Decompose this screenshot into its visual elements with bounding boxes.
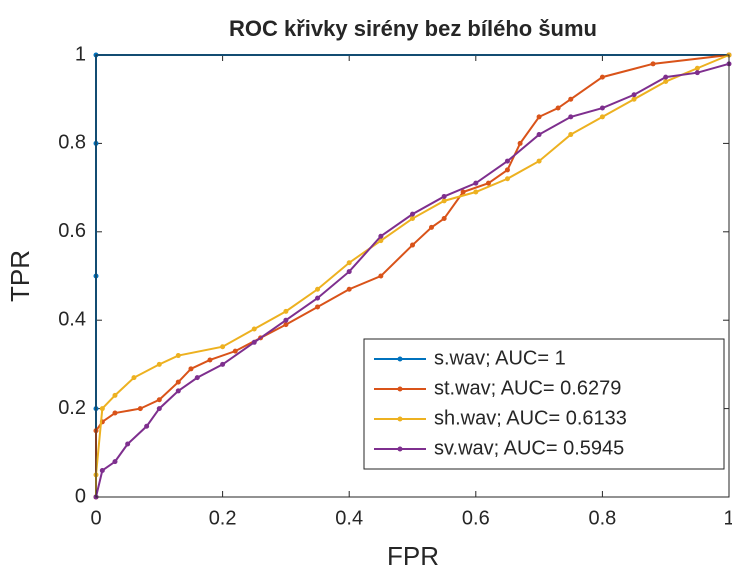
point-marker — [175, 353, 181, 359]
x-tick-label: 0.4 — [335, 507, 363, 529]
point-marker — [694, 65, 700, 71]
point-marker — [410, 216, 415, 222]
point-marker — [251, 339, 257, 345]
x-axis-label: FPR — [387, 541, 439, 571]
legend-marker — [397, 386, 403, 392]
legend-label: sh.wav; AUC= 0.6133 — [434, 407, 627, 429]
point-marker — [504, 158, 510, 164]
x-tick-label: 1 — [723, 507, 732, 529]
x-tick-label: 0.2 — [209, 507, 237, 529]
point-marker — [283, 317, 289, 323]
point-marker — [207, 357, 213, 363]
point-marker — [251, 326, 257, 332]
point-marker — [144, 423, 150, 429]
point-marker — [175, 379, 181, 385]
point-marker — [663, 79, 669, 85]
point-marker — [650, 61, 656, 67]
roc-line — [95, 54, 730, 497]
point-marker — [485, 180, 491, 186]
point-marker — [315, 286, 321, 292]
point-marker — [194, 375, 200, 381]
point-marker — [536, 114, 542, 120]
point-marker — [220, 344, 226, 350]
point-marker — [410, 211, 415, 217]
point-marker — [156, 397, 162, 403]
y-tick-label: 0.8 — [58, 132, 86, 154]
point-marker — [568, 114, 574, 120]
point-marker — [220, 361, 226, 367]
point-marker — [112, 459, 118, 465]
point-marker — [428, 224, 434, 230]
chart-title: ROC křivky sirény bez bílého šumu — [229, 16, 597, 41]
point-marker — [599, 105, 605, 111]
point-marker — [99, 406, 105, 412]
y-tick-label: 0.2 — [58, 397, 86, 419]
point-marker — [663, 74, 669, 80]
point-marker — [631, 92, 637, 98]
point-marker — [473, 189, 479, 195]
point-marker — [112, 392, 118, 398]
point-marker — [555, 105, 561, 111]
y-tick-label: 0 — [75, 485, 86, 507]
point-marker — [283, 322, 289, 328]
point-marker — [156, 406, 162, 412]
point-marker — [473, 180, 479, 186]
point-marker — [441, 216, 447, 222]
point-marker — [536, 158, 542, 164]
point-marker — [232, 348, 238, 354]
point-marker — [188, 366, 194, 372]
legend-label: st.wav; AUC= 0.6279 — [434, 377, 621, 399]
point-marker — [517, 140, 523, 146]
point-marker — [131, 375, 137, 381]
legend-box — [363, 338, 725, 470]
y-tick-label: 0.6 — [58, 220, 86, 242]
point-marker — [283, 308, 289, 314]
roc-line — [95, 54, 730, 497]
point-marker — [346, 269, 352, 275]
point-marker — [125, 441, 131, 447]
point-marker — [599, 114, 605, 120]
x-tick-label: 0.8 — [588, 507, 616, 529]
point-marker — [599, 74, 605, 80]
point-marker — [112, 410, 118, 416]
legend-marker — [397, 446, 403, 452]
y-tick-label: 0.4 — [58, 308, 86, 330]
point-marker — [441, 193, 447, 199]
point-marker — [568, 96, 574, 102]
point-marker — [137, 406, 143, 412]
point-marker — [378, 273, 384, 279]
point-marker — [631, 96, 637, 102]
point-marker — [460, 189, 466, 195]
point-marker — [175, 388, 181, 394]
point-marker — [504, 176, 510, 182]
point-marker — [346, 286, 352, 292]
point-marker — [441, 198, 447, 204]
point-marker — [315, 295, 321, 301]
x-tick-label: 0.6 — [462, 507, 490, 529]
point-marker — [536, 132, 542, 138]
y-axis-label: TPR — [5, 250, 35, 302]
point-marker — [568, 132, 574, 138]
legend-label: s.wav; AUC= 1 — [434, 347, 566, 369]
point-marker — [315, 304, 321, 310]
point-marker — [346, 260, 352, 266]
point-marker — [410, 242, 415, 248]
point-marker — [694, 70, 700, 76]
y-tick-label: 1 — [75, 43, 86, 65]
legend-marker — [397, 416, 403, 422]
point-marker — [378, 233, 384, 239]
plot-box — [95, 54, 730, 498]
legend-marker — [397, 356, 403, 362]
point-marker — [156, 361, 162, 367]
point-marker — [99, 467, 105, 473]
legend-label: sv.wav; AUC= 0.5945 — [434, 437, 624, 459]
x-tick-label: 0 — [90, 507, 101, 529]
point-marker — [504, 167, 510, 173]
point-marker — [378, 238, 384, 244]
